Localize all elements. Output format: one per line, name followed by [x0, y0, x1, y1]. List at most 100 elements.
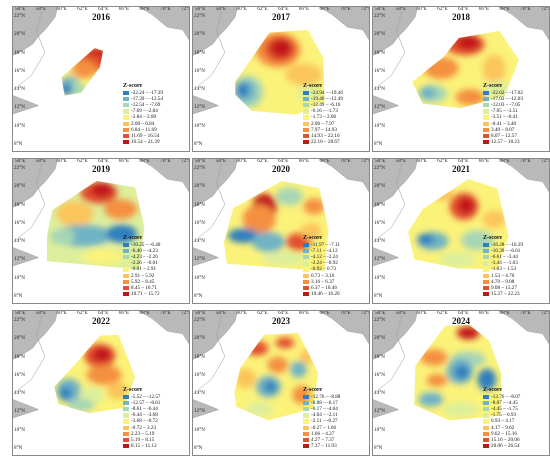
lat-tick: 8°N [14, 444, 23, 451]
legend-swatch [483, 127, 489, 132]
legend-swatch [123, 255, 129, 260]
hotspot-blob [443, 402, 479, 417]
hotspot-blob [290, 361, 307, 378]
map-canvas [13, 159, 189, 270]
panel-year-title: 2019 [92, 164, 110, 174]
legend-range-label: -2.11 – -0.27 [311, 418, 338, 425]
landmass-2 [318, 7, 369, 41]
lon-tick: 70°E [520, 6, 531, 12]
legend-entry: -3.68 – -0.72 [123, 418, 160, 424]
lon-tick: 62°E [77, 158, 88, 164]
lon-tick: 64°E [458, 310, 469, 316]
lon-tick: 60°E [56, 310, 67, 316]
legend-entry: -1.73 – 2.06 [303, 114, 343, 120]
legend-swatch [123, 273, 129, 278]
hotspot-blob [303, 198, 325, 215]
lat-tick: 14°N [14, 86, 26, 93]
lon-tick: 68°E [139, 158, 150, 164]
legend-swatch [483, 407, 489, 412]
legend-swatch [303, 97, 309, 102]
lat-tick: 10°N [374, 122, 386, 129]
landmass-1 [193, 95, 220, 115]
lat-tick: 16°N [14, 219, 26, 226]
legend-range-label: 11.69 – 16.54 [131, 132, 160, 139]
lat-tick: 14°N [14, 390, 26, 397]
legend-swatch [483, 139, 489, 144]
legend-range-label: 8.07 – 12.57 [491, 132, 517, 139]
landmass-1 [193, 247, 220, 267]
legend-range-label: -10.39 – -6.61 [491, 248, 521, 255]
legend-range-label: 4.17 – 9.62 [491, 424, 515, 431]
lat-tick: 8°N [194, 292, 203, 299]
boundary-line [373, 162, 406, 243]
map-panel-2024: 56°E 58°E 60°E 62°E 64°E 66°E 68°E 70°E 72°E 22°N… [372, 310, 550, 456]
lon-tick: 58°E [395, 158, 407, 164]
legend-range-label: 9.62 – 15.16 [491, 430, 517, 437]
hotspot-blob [71, 60, 97, 79]
legend-swatch [123, 97, 129, 102]
hotspot-blob [242, 204, 276, 234]
legend-entry: -13.76 – -8.07 [483, 394, 520, 400]
legend-entry: 10.71 – 15.72 [123, 291, 160, 297]
panel-year-title: 2017 [272, 12, 290, 22]
legend-entry: -3.44 – -1.03 [483, 260, 523, 266]
legend-entry: -1.75 – 0.93 [483, 412, 520, 418]
lat-tick: 14°N [374, 238, 386, 245]
lon-tick: 70°E [340, 6, 351, 12]
lat-tick: 12°N [14, 256, 26, 263]
legend-swatch [303, 267, 309, 272]
lon-tick: 72°E [361, 310, 369, 316]
legend-entry: -17.39 – -12.54 [123, 96, 163, 102]
legend-range-label: 16.54 – 21.39 [131, 138, 160, 145]
legend-swatch [483, 97, 489, 102]
lon-tick: 58°E [35, 6, 47, 12]
z-score-surface [46, 180, 145, 270]
legend-range-label: 9.08 – 15.27 [491, 284, 517, 291]
lon-tick: 66°E [118, 158, 130, 164]
lon-tick: 68°E [499, 158, 510, 164]
legend-range-label: 6.37 – 10.46 [311, 284, 337, 291]
landmass-2 [498, 159, 549, 193]
legend-range-label: -8.61 – -6.44 [131, 406, 158, 413]
legend-range-label: 1.66 – 4.27 [311, 430, 335, 437]
panel-year-title: 2018 [452, 12, 470, 22]
legend-range-label: -16.28 – -10.39 [491, 242, 523, 249]
lat-tick: 10°N [14, 426, 26, 433]
lon-tick: 68°E [499, 310, 510, 316]
hotspot-blob [300, 222, 322, 240]
legend-range-label: 15.16 – 20.06 [491, 436, 520, 443]
legend-range-label: -4.45 – -1.75 [491, 406, 518, 413]
legend-entry: -2.24 – -0.92 [303, 260, 340, 266]
z-score-surface [414, 324, 502, 421]
z-score-legend: Z-score -11.97 – -7.11 -7.11 – -4.12 -4.12 … [303, 235, 340, 297]
legend-swatch [483, 115, 489, 120]
lat-tick: 10°N [374, 274, 386, 281]
legend-swatch [483, 437, 489, 442]
legend-entry: 2.91 – 5.92 [123, 273, 160, 279]
legend-swatch [123, 109, 129, 114]
lat-tick: 8°N [374, 140, 383, 147]
lon-tick: 64°E [458, 6, 469, 12]
lon-tick: 62°E [77, 310, 88, 316]
lon-tick: 60°E [236, 6, 247, 12]
hotspot-blob [245, 402, 273, 417]
legend-swatch [483, 395, 489, 400]
legend-entry: -2.26 – -0.01 [123, 260, 160, 266]
lat-tick: 8°N [14, 140, 23, 147]
legend-range-label: -12.54 – -7.69 [131, 102, 161, 109]
legend-entry: -12.57 – -8.61 [123, 400, 160, 406]
landmass-1 [193, 399, 220, 419]
lat-tick: 8°N [374, 444, 383, 451]
hotspot-blob [107, 381, 128, 400]
legend-entry: 2.00 – 6.84 [123, 121, 163, 127]
legend-swatch [303, 407, 309, 412]
lat-tick: 22°N [14, 317, 26, 324]
lon-tick: 56°E [15, 6, 26, 12]
lat-tick: 22°N [194, 165, 206, 172]
legend-swatch [303, 395, 309, 400]
boundary-line [373, 314, 406, 395]
legend-entry: -11.97 – -7.11 [303, 242, 340, 248]
lon-tick: 58°E [215, 6, 227, 12]
hotspot-blob [419, 86, 436, 100]
lon-tick: 62°E [257, 158, 268, 164]
